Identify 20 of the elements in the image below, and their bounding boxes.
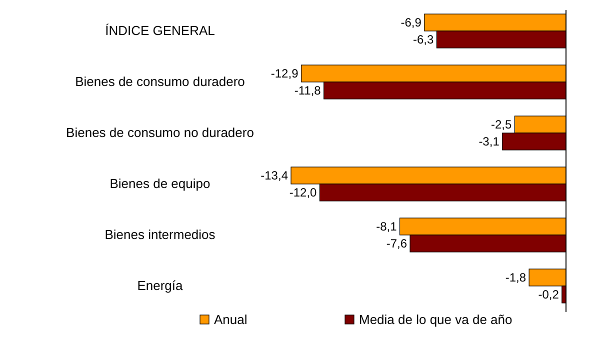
data-label: -12,0 [289,186,318,200]
data-label: -0,2 [538,288,560,302]
y-tick-label: Bienes de consumo duradero [75,74,245,89]
data-label: -8,1 [376,220,398,234]
y-tick-label: Bienes de consumo no duradero [66,125,254,140]
y-tick-label: Energía [137,278,184,293]
data-label: -7,6 [386,236,408,250]
y-tick-label: ÍNDICE GENERAL [105,23,215,38]
y-tick-label: Bienes de equipo [110,176,210,191]
data-label: -6,9 [400,16,422,30]
data-label: -3,1 [478,134,500,148]
data-label: -1,8 [505,270,526,284]
legend-label: Anual [214,312,248,327]
data-label: -12,9 [270,66,299,80]
y-tick-label: Bienes intermedios [104,227,216,242]
data-label: -6,3 [413,32,434,46]
data-label: -13,4 [260,168,288,182]
legend-label: Media de lo que va de año [359,312,512,327]
data-label: -2,5 [491,118,512,132]
data-label: -11,8 [294,84,322,98]
